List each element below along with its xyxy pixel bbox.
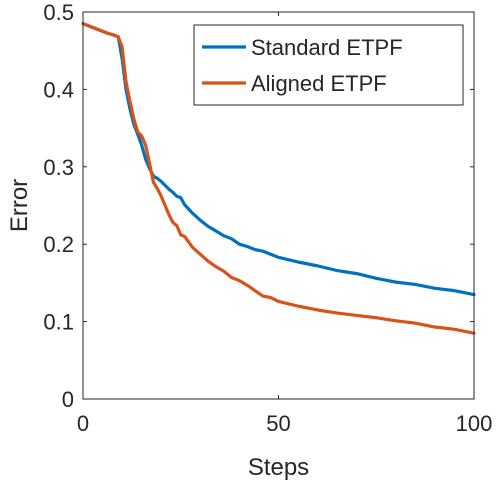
y-ticks: 0 0.1 0.2 0.3 0.4 0.5	[43, 0, 474, 412]
y-tick-label: 0.4	[43, 77, 74, 102]
legend-label-1: Standard ETPF	[251, 35, 403, 60]
y-tick-label: 0.3	[43, 155, 74, 180]
legend-label-2: Aligned ETPF	[251, 71, 387, 96]
y-tick-label: 0.1	[43, 310, 74, 335]
y-tick-label: 0.5	[43, 0, 74, 25]
series-line-2	[81, 22, 476, 335]
x-tick-label: 100	[456, 411, 493, 436]
x-axis-label: Steps	[248, 454, 309, 481]
y-tick-label: 0	[62, 387, 74, 412]
legend: Standard ETPF Aligned ETPF	[193, 24, 464, 106]
y-tick-label: 0.2	[43, 232, 74, 257]
x-tick-label: 0	[77, 411, 89, 436]
x-ticks: 0 50 100	[77, 12, 492, 436]
y-axis-label: Error	[6, 179, 33, 232]
legend-box	[193, 24, 464, 106]
plot-layer	[81, 22, 476, 335]
x-tick-label: 50	[266, 411, 290, 436]
